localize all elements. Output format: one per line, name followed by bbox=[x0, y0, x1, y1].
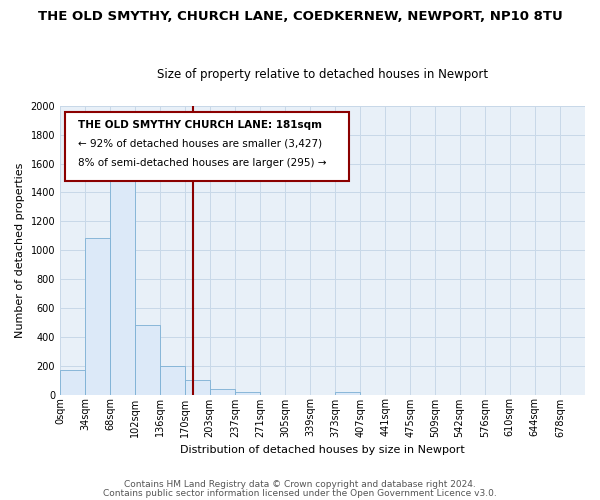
Text: THE OLD SMYTHY CHURCH LANE: 181sqm: THE OLD SMYTHY CHURCH LANE: 181sqm bbox=[79, 120, 322, 130]
Text: 8% of semi-detached houses are larger (295) →: 8% of semi-detached houses are larger (2… bbox=[79, 158, 327, 168]
Text: Contains HM Land Registry data © Crown copyright and database right 2024.: Contains HM Land Registry data © Crown c… bbox=[124, 480, 476, 489]
Bar bbox=[210, 388, 235, 394]
Y-axis label: Number of detached properties: Number of detached properties bbox=[15, 162, 25, 338]
X-axis label: Distribution of detached houses by size in Newport: Distribution of detached houses by size … bbox=[180, 445, 465, 455]
Text: Contains public sector information licensed under the Open Government Licence v3: Contains public sector information licen… bbox=[103, 488, 497, 498]
Bar bbox=[185, 380, 211, 394]
Bar bbox=[85, 238, 110, 394]
Bar bbox=[160, 366, 185, 394]
Bar bbox=[110, 160, 135, 394]
Text: THE OLD SMYTHY, CHURCH LANE, COEDKERNEW, NEWPORT, NP10 8TU: THE OLD SMYTHY, CHURCH LANE, COEDKERNEW,… bbox=[38, 10, 562, 23]
Title: Size of property relative to detached houses in Newport: Size of property relative to detached ho… bbox=[157, 68, 488, 81]
Bar bbox=[135, 325, 160, 394]
FancyBboxPatch shape bbox=[65, 112, 349, 181]
Bar bbox=[235, 392, 260, 394]
Text: ← 92% of detached houses are smaller (3,427): ← 92% of detached houses are smaller (3,… bbox=[79, 139, 323, 149]
Bar bbox=[335, 392, 360, 394]
Bar bbox=[60, 370, 85, 394]
